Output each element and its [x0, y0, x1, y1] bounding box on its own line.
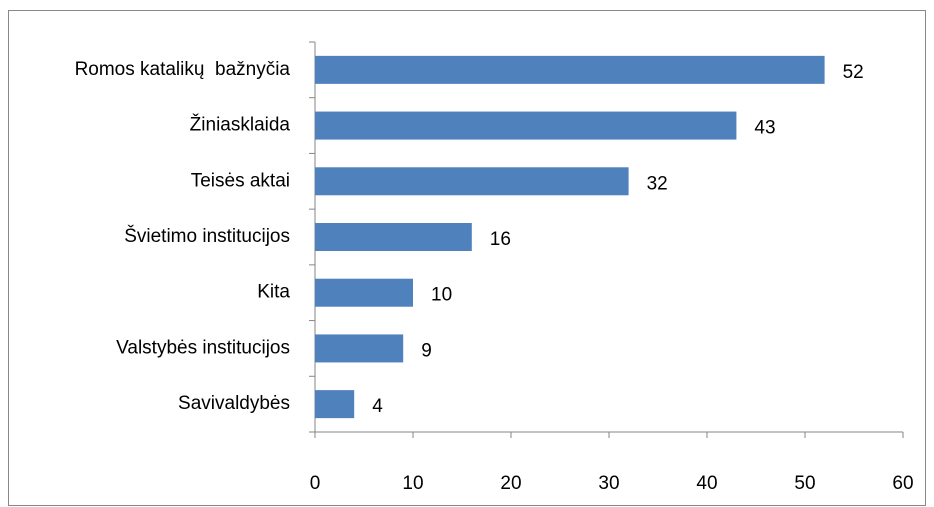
y-tick-label: Teisės aktai	[191, 170, 290, 191]
bar	[315, 278, 413, 307]
bar	[315, 55, 825, 84]
value-label: 4	[372, 396, 383, 417]
value-label: 16	[490, 229, 511, 250]
x-tick-label: 0	[310, 473, 321, 494]
bar	[315, 334, 404, 363]
value-label: 43	[754, 118, 775, 139]
y-tick-label: Žiniasklaida	[190, 114, 291, 136]
bar	[315, 390, 355, 419]
value-label: 10	[431, 285, 452, 306]
y-tick-label: Savivaldybės	[178, 393, 290, 414]
bar	[315, 111, 737, 140]
value-label: 9	[421, 340, 432, 361]
y-tick-label: Romos katalikų bažnyčia	[75, 59, 291, 80]
chart-frame	[8, 10, 926, 506]
value-label: 52	[843, 62, 864, 83]
y-tick-label: Valstybės institucijos	[116, 337, 290, 358]
y-tick-label: Švietimo institucijos	[124, 225, 290, 247]
value-label: 32	[647, 173, 668, 194]
x-tick-label: 30	[598, 473, 619, 494]
y-tick-label: Kita	[257, 282, 290, 303]
x-tick-label: 10	[402, 473, 423, 494]
x-tick-label: 40	[696, 473, 717, 494]
bar	[315, 223, 472, 251]
x-tick-label: 60	[892, 473, 913, 494]
x-tick-label: 20	[500, 473, 521, 494]
x-tick-label: 50	[794, 473, 815, 494]
bar	[315, 167, 629, 196]
